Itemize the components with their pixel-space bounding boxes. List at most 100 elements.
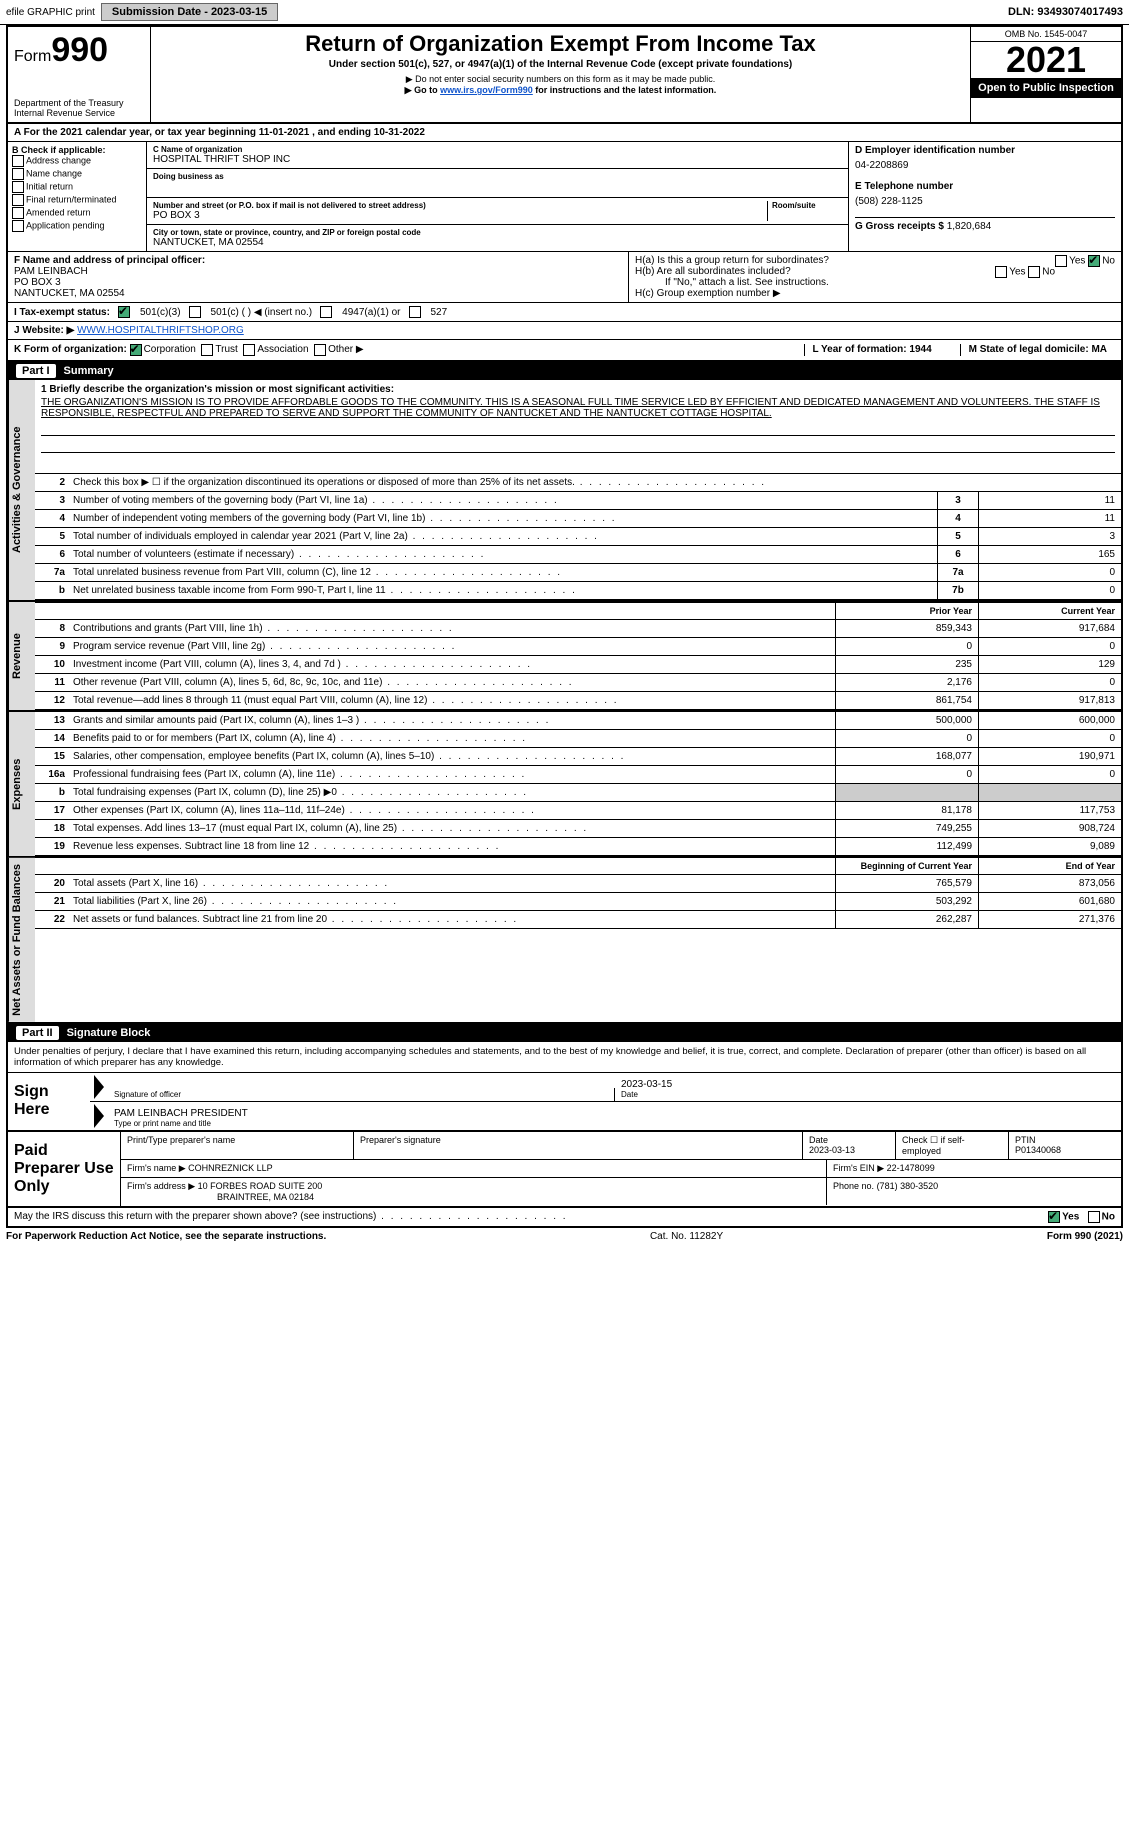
efile-label: efile GRAPHIC print: [6, 7, 95, 18]
firm-phone: (781) 380-3520: [877, 1181, 939, 1191]
form-title: Return of Organization Exempt From Incom…: [159, 31, 962, 57]
net-assets-block: Net Assets or Fund Balances Beginning of…: [8, 858, 1121, 1024]
c-name-label: C Name of organization: [153, 145, 842, 154]
col-begin-year: Beginning of Current Year: [835, 858, 978, 874]
website-link[interactable]: WWW.HOSPITALTHRIFTSHOP.ORG: [77, 325, 244, 336]
hb-note: If "No," attach a list. See instructions…: [635, 277, 1115, 288]
col-b-checkboxes: B Check if applicable: Address change Na…: [8, 142, 147, 251]
l-year-formation: L Year of formation: 1944: [804, 344, 940, 356]
dba-label: Doing business as: [153, 172, 842, 181]
f-officer-name: PAM LEINBACH: [14, 266, 622, 277]
dept-label: Department of the Treasury: [14, 98, 144, 108]
cb-amended[interactable]: Amended return: [12, 207, 142, 219]
note-goto: ▶ Go to www.irs.gov/Form990 for instruct…: [159, 85, 962, 96]
signature-intro: Under penalties of perjury, I declare th…: [8, 1042, 1121, 1073]
form-990: Form990 Department of the Treasury Inter…: [6, 25, 1123, 1228]
summary-line: 16aProfessional fundraising fees (Part I…: [35, 766, 1121, 784]
hb-row: H(b) Are all subordinates included? Yes …: [635, 266, 1115, 277]
tax-year: 2021: [971, 42, 1121, 78]
m-state-domicile: M State of legal domicile: MA: [960, 344, 1115, 356]
summary-line: 18Total expenses. Add lines 13–17 (must …: [35, 820, 1121, 838]
summary-line: 13Grants and similar amounts paid (Part …: [35, 712, 1121, 730]
sign-here-block: Sign Here Signature of officer 2023-03-1…: [8, 1073, 1121, 1132]
part-1-header: Part I Summary: [8, 362, 1121, 380]
summary-line: 9Program service revenue (Part VIII, lin…: [35, 638, 1121, 656]
cat-no: Cat. No. 11282Y: [650, 1231, 723, 1242]
col-current-year: Current Year: [978, 603, 1121, 619]
row-a-tax-year: A For the 2021 calendar year, or tax yea…: [8, 124, 1121, 142]
summary-line: 14Benefits paid to or for members (Part …: [35, 730, 1121, 748]
summary-line: 12Total revenue—add lines 8 through 11 (…: [35, 692, 1121, 710]
form-ref: Form 990 (2021): [1047, 1231, 1123, 1242]
summary-line: 5Total number of individuals employed in…: [35, 528, 1121, 546]
org-name: HOSPITAL THRIFT SHOP INC: [153, 154, 842, 165]
cb-address-change[interactable]: Address change: [12, 155, 142, 167]
col-b-label: B Check if applicable:: [12, 145, 142, 155]
vtab-net-assets: Net Assets or Fund Balances: [8, 858, 35, 1022]
vtab-revenue: Revenue: [8, 602, 35, 710]
vtab-governance: Activities & Governance: [8, 380, 35, 600]
summary-line: 22Net assets or fund balances. Subtract …: [35, 911, 1121, 929]
org-address: PO BOX 3: [153, 210, 767, 221]
city-label: City or town, state or province, country…: [153, 228, 842, 237]
firm-addr1: 10 FORBES ROAD SUITE 200: [198, 1181, 323, 1191]
org-city: NANTUCKET, MA 02554: [153, 237, 842, 248]
governance-block: Activities & Governance 1 Briefly descri…: [8, 380, 1121, 602]
ha-row: H(a) Is this a group return for subordin…: [635, 255, 1115, 266]
discuss-row: May the IRS discuss this return with the…: [8, 1208, 1121, 1226]
prep-date: 2023-03-13: [809, 1145, 855, 1155]
form-header: Form990 Department of the Treasury Inter…: [8, 27, 1121, 124]
e-phone-value: (508) 228-1125: [855, 196, 1115, 207]
arrow-icon: [94, 1104, 104, 1128]
firm-addr2: BRAINTREE, MA 02184: [127, 1192, 820, 1202]
addr-label: Number and street (or P.O. box if mail i…: [153, 201, 767, 210]
col-end-year: End of Year: [978, 858, 1121, 874]
submission-date-button[interactable]: Submission Date - 2023-03-15: [101, 3, 278, 21]
part-2-header: Part II Signature Block: [8, 1024, 1121, 1042]
cb-name-change[interactable]: Name change: [12, 168, 142, 180]
f-label: F Name and address of principal officer:: [14, 255, 622, 266]
room-label: Room/suite: [772, 201, 842, 210]
g-receipts-value: 1,820,684: [947, 221, 992, 232]
summary-line: 8Contributions and grants (Part VIII, li…: [35, 620, 1121, 638]
d-ein-value: 04-2208869: [855, 160, 1115, 171]
g-receipts-label: G Gross receipts $: [855, 221, 944, 232]
header-left: Form990 Department of the Treasury Inter…: [8, 27, 151, 122]
row-f-h: F Name and address of principal officer:…: [8, 252, 1121, 303]
row-i-tax-status: I Tax-exempt status: 501(c)(3) 501(c) ( …: [8, 303, 1121, 322]
cb-final-return[interactable]: Final return/terminated: [12, 194, 142, 206]
cb-initial-return[interactable]: Initial return: [12, 181, 142, 193]
header-mid: Return of Organization Exempt From Incom…: [151, 27, 970, 122]
paid-preparer-label: Paid Preparer Use Only: [8, 1132, 121, 1206]
form-number: 990: [51, 31, 108, 69]
form-label: Form: [14, 48, 51, 65]
irs-link[interactable]: www.irs.gov/Form990: [440, 85, 533, 95]
sign-date: 2023-03-15: [621, 1079, 1115, 1090]
e-phone-label: E Telephone number: [855, 181, 1115, 192]
summary-line: 19Revenue less expenses. Subtract line 1…: [35, 838, 1121, 856]
summary-line: 17Other expenses (Part IX, column (A), l…: [35, 802, 1121, 820]
firm-name: COHNREZNICK LLP: [188, 1163, 273, 1173]
summary-line: 4Number of independent voting members of…: [35, 510, 1121, 528]
top-bar: efile GRAPHIC print Submission Date - 20…: [0, 0, 1129, 25]
col-prior-year: Prior Year: [835, 603, 978, 619]
arrow-icon: [94, 1075, 104, 1099]
f-officer-addr2: NANTUCKET, MA 02554: [14, 288, 622, 299]
cb-application-pending[interactable]: Application pending: [12, 220, 142, 232]
paperwork-notice: For Paperwork Reduction Act Notice, see …: [6, 1231, 326, 1242]
note-ssn: ▶ Do not enter social security numbers o…: [159, 74, 962, 85]
vtab-expenses: Expenses: [8, 712, 35, 856]
section-b-c-d: B Check if applicable: Address change Na…: [8, 142, 1121, 252]
summary-line: 21Total liabilities (Part X, line 26)503…: [35, 893, 1121, 911]
revenue-block: Revenue Prior Year Current Year 8Contrib…: [8, 602, 1121, 712]
header-right: OMB No. 1545-0047 2021 Open to Public In…: [970, 27, 1121, 122]
officer-name-title: PAM LEINBACH PRESIDENT: [114, 1108, 1115, 1119]
row-k-form-org: K Form of organization: Corporation Trus…: [8, 340, 1121, 362]
footer: For Paperwork Reduction Act Notice, see …: [0, 1228, 1129, 1245]
firm-ein: 22-1478099: [887, 1163, 935, 1173]
summary-line: 3Number of voting members of the governi…: [35, 492, 1121, 510]
summary-line: 2Check this box ▶ ☐ if the organization …: [35, 474, 1121, 492]
row-j-website: J Website: ▶ WWW.HOSPITALTHRIFTSHOP.ORG: [8, 322, 1121, 340]
col-c-j: C Name of organization HOSPITAL THRIFT S…: [147, 142, 1121, 251]
summary-line: 7aTotal unrelated business revenue from …: [35, 564, 1121, 582]
